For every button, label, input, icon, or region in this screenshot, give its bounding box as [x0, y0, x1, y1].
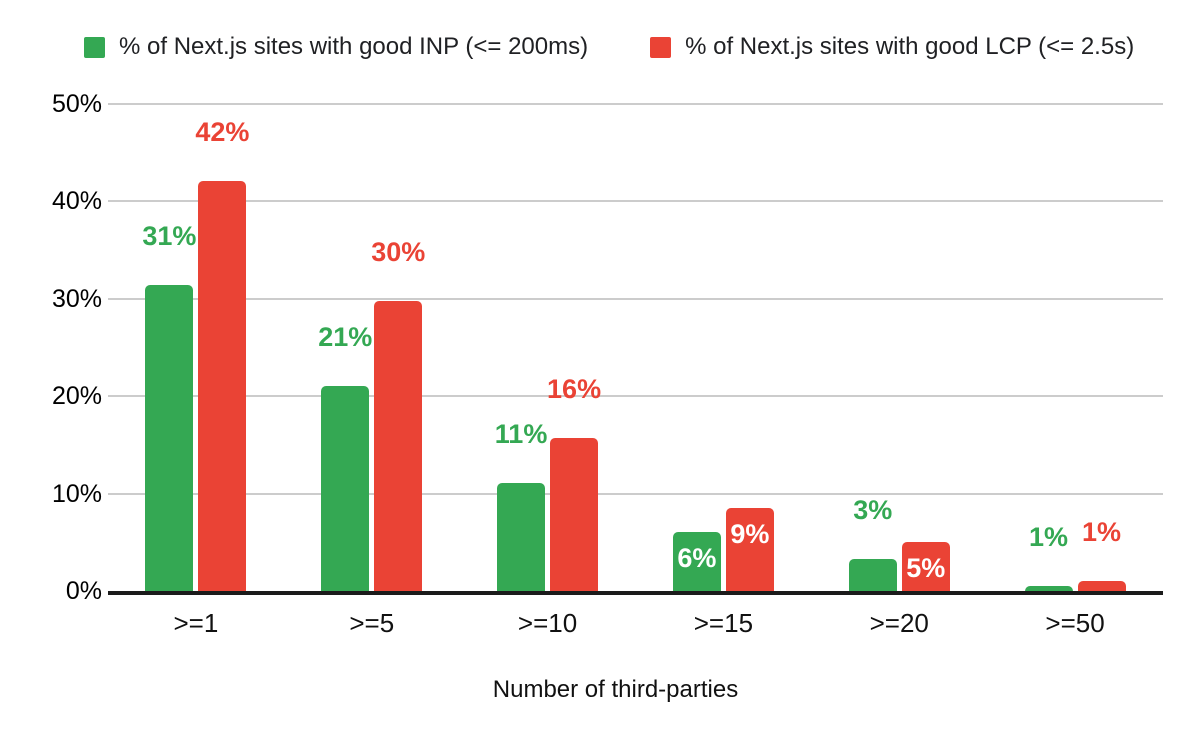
bar-value-label: 21%: [318, 321, 373, 352]
bar-group: 31% 42%: [108, 104, 284, 591]
bar-group: 11% 16%: [460, 104, 636, 591]
y-tick-label: 0%: [65, 577, 102, 605]
bar-lcp: 42%: [195, 117, 249, 591]
x-axis-title: Number of third-parties: [492, 676, 739, 703]
bar-inp: 3%: [848, 495, 897, 591]
bar-group: 3% 5%: [811, 104, 987, 591]
y-tick-label: 40%: [51, 187, 102, 216]
x-tick-label: >=5: [349, 608, 395, 638]
x-tick-label: >=1: [173, 608, 219, 638]
bar-value-label: 5%: [906, 553, 946, 584]
bar-value-label: 11%: [494, 418, 548, 449]
chart-legend: % of Next.js sites with good INP (<= 200…: [84, 33, 1134, 61]
bar-group: 21% 30%: [284, 104, 460, 591]
x-tick-label: >=10: [517, 608, 578, 638]
y-tick-label: 50%: [51, 90, 102, 118]
x-tick-label: >=15: [693, 608, 754, 638]
bar-value-label: 31%: [142, 221, 197, 252]
legend-item-inp: % of Next.js sites with good INP (<= 200…: [84, 33, 588, 61]
x-axis: >=1 >=5 >=10 >=15 >=20 >=50: [108, 608, 1163, 639]
bar-value-label: 16%: [547, 374, 602, 405]
bar-lcp: 1%: [1077, 517, 1126, 591]
gridline: [108, 200, 1163, 203]
bar-value-label: 3%: [853, 494, 893, 525]
bar-inp: 11%: [495, 419, 547, 591]
bar-lcp: 16%: [547, 374, 601, 591]
bar-inp: 31%: [142, 221, 196, 591]
gridline: [108, 297, 1163, 300]
bar-value-label: 1%: [1029, 522, 1069, 553]
bar-inp: 1%: [1024, 522, 1073, 591]
bar-group: 6% 9%: [635, 104, 811, 591]
y-tick-label: 30%: [51, 284, 102, 313]
bar-lcp: 5%: [901, 542, 950, 591]
x-tick-label: >=50: [1045, 608, 1105, 638]
x-tick-label: >=20: [869, 608, 929, 638]
bar-value-label: 30%: [371, 236, 426, 267]
y-tick-label: 10%: [51, 479, 102, 508]
bar-inp: 6%: [672, 531, 721, 591]
bars-row: 31% 42% 21% 30% 11% 16% 6% 9% 3% 5% 1% 1%: [108, 104, 1163, 591]
gridline: [108, 103, 1163, 105]
bar-lcp: 30%: [371, 237, 425, 591]
legend-item-lcp: % of Next.js sites with good LCP (<= 2.5…: [650, 33, 1134, 61]
gridline: [108, 395, 1163, 398]
bar-lcp: 9%: [725, 508, 774, 591]
bar-value-label: 1%: [1082, 517, 1122, 548]
plot-area: 31% 42% 21% 30% 11% 16% 6% 9% 3% 5% 1% 1%: [108, 103, 1163, 595]
bar-value-label: 9%: [730, 519, 770, 550]
y-tick-label: 20%: [51, 382, 102, 411]
inp-series-swatch-icon: [84, 36, 105, 58]
bar-value-label: 6%: [677, 542, 717, 573]
gridline: [108, 492, 1163, 495]
bar-group: 1% 1%: [987, 104, 1163, 591]
lcp-series-swatch-icon: [650, 36, 672, 58]
legend-item-label: % of Next.js sites with good LCP (<= 2.5…: [685, 33, 1135, 60]
bar-inp: 21%: [318, 322, 372, 591]
bar-value-label: 42%: [195, 116, 250, 147]
legend-item-label: % of Next.js sites with good INP (<= 200…: [119, 33, 589, 60]
